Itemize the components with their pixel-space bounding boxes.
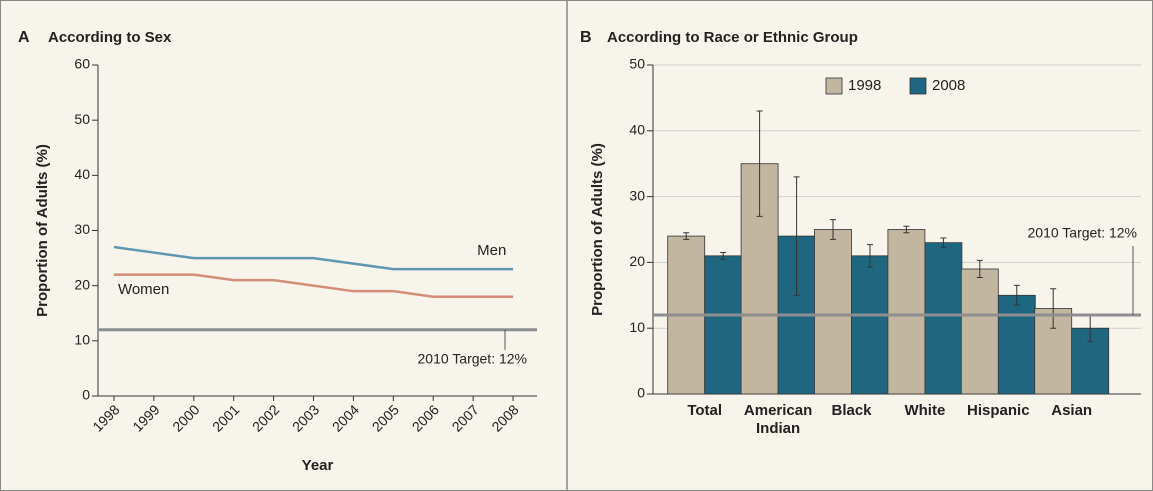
bar (997, 294, 1036, 395)
bar (960, 268, 999, 395)
y-tick-label: 10 (74, 332, 90, 348)
error-bar (683, 232, 690, 240)
panel-letter: A (18, 29, 30, 46)
legend-label: 1998 (848, 77, 881, 94)
y-tick-label: 60 (74, 56, 90, 72)
y-tick-label: 40 (74, 166, 90, 182)
y-tick-label: 30 (74, 221, 90, 237)
x-tick-label: White (904, 402, 946, 419)
x-axis-label: Year (302, 457, 334, 474)
x-tick-label: Hispanic (967, 402, 1030, 419)
error-bar (903, 225, 910, 234)
bar (924, 242, 963, 395)
error-bar (940, 237, 947, 248)
series-label: Women (118, 281, 169, 298)
x-tick-label: American Indian (743, 402, 813, 437)
y-tick-label: 0 (637, 385, 645, 401)
line-series (113, 245, 514, 271)
x-tick-label: 2002 (249, 401, 282, 434)
x-tick-label: 1999 (129, 401, 162, 434)
error-bar (1013, 284, 1020, 306)
panel-letter: B (580, 29, 592, 46)
bar (814, 229, 852, 395)
x-tick-label: 2005 (369, 401, 402, 434)
x-tick-label: 2001 (209, 401, 242, 434)
error-bar (830, 219, 836, 240)
error-bar (1050, 288, 1057, 329)
chart-title: According to Sex (48, 29, 172, 46)
x-tick-label: Total (687, 402, 723, 419)
x-tick-label: Black (831, 402, 872, 419)
bar (851, 255, 889, 395)
x-tick-label: 2000 (169, 401, 202, 434)
y-tick-label: 20 (74, 276, 90, 292)
y-axis-label: Proportion of Adults (%) (589, 143, 606, 316)
error-bar (720, 252, 727, 260)
y-tick-label: 50 (629, 56, 645, 72)
y-tick-label: 20 (629, 253, 645, 269)
series-label: Men (477, 242, 506, 259)
y-tick-label: 10 (629, 319, 645, 335)
y-axis-label: Proportion of Adults (%) (34, 144, 51, 317)
error-bar (867, 244, 873, 268)
legend-label: 2008 (932, 77, 965, 94)
y-tick-label: 0 (82, 387, 90, 403)
bar (887, 229, 926, 395)
error-bar (976, 259, 983, 279)
line-series (113, 273, 514, 298)
x-tick-label: 2003 (289, 401, 322, 434)
x-tick-label: 2007 (449, 401, 482, 434)
error-bar (756, 110, 763, 217)
y-tick-label: 40 (629, 122, 645, 138)
legend-swatch (825, 77, 843, 95)
legend-swatch (909, 77, 927, 95)
y-tick-label: 30 (629, 187, 645, 203)
y-tick-label: 50 (74, 111, 90, 127)
x-tick-label: 2004 (329, 401, 362, 434)
target-label: 2010 Target: 12% (1028, 225, 1138, 241)
bar (704, 255, 743, 395)
x-tick-label: 1998 (89, 401, 122, 434)
x-tick-label: Asian (1051, 402, 1093, 419)
x-tick-label: 2008 (488, 401, 521, 434)
error-bar (793, 176, 800, 296)
target-label: 2010 Target: 12% (418, 351, 528, 367)
x-tick-label: 2006 (409, 401, 442, 434)
chart-title: According to Race or Ethnic Group (607, 29, 858, 46)
